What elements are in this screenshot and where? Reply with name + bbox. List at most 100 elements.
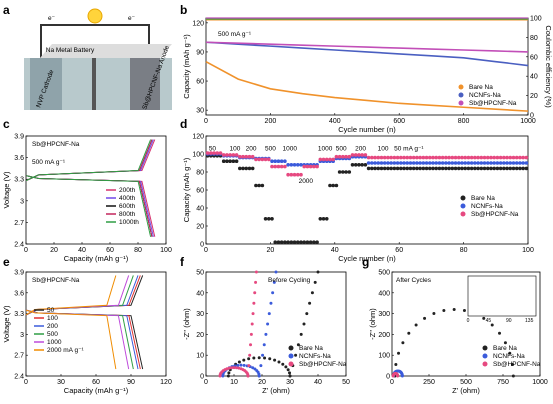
data-point-Bare Na bbox=[479, 166, 484, 171]
data-point-Sb@HPCNF-Na bbox=[376, 155, 381, 160]
data-point-NCNFs-Na bbox=[437, 161, 442, 165]
data-point-NCNFs-Na bbox=[424, 161, 429, 165]
panel-letter-b: b bbox=[180, 3, 187, 17]
x-tick-label-d: 40 bbox=[331, 247, 339, 254]
data-point-Bare Na bbox=[296, 343, 300, 347]
data-point-NCNFs-Na bbox=[502, 161, 506, 165]
data-point-Bare Na bbox=[347, 170, 352, 174]
legend-entry-b: NCNFs-Na bbox=[469, 92, 501, 99]
data-point-Bare Na bbox=[350, 163, 355, 167]
y-tick-label-g: 500 bbox=[378, 270, 390, 277]
data-point-NCNFs-Na bbox=[505, 161, 509, 165]
data-point-Bare Na bbox=[376, 166, 381, 171]
data-point-Bare Na bbox=[444, 166, 448, 171]
data-point-Sb@HPCNF-Na bbox=[247, 364, 251, 368]
x-tick-label-f: 10 bbox=[230, 379, 238, 386]
data-point-Bare Na bbox=[370, 166, 374, 171]
data-point-Bare Na bbox=[508, 166, 513, 171]
data-point-Bare Na bbox=[437, 166, 442, 171]
data-point-Bare Na bbox=[286, 240, 290, 244]
data-point-Sb@HPCNF-Na bbox=[254, 157, 258, 162]
y-tick-label-g: 400 bbox=[378, 290, 390, 297]
plot-frame-c bbox=[25, 135, 167, 245]
data-point-Sb@HPCNF-Na bbox=[447, 155, 451, 160]
legend-swatch-f bbox=[288, 361, 294, 367]
data-point-NCNFs-Na bbox=[508, 161, 513, 165]
data-point-NCNFs-Na bbox=[473, 161, 477, 165]
discharge-curve-c bbox=[25, 175, 156, 237]
data-point-NCNFs-Na bbox=[482, 161, 487, 165]
data-point-Sb@HPCNF-Na bbox=[257, 157, 261, 162]
data-point-Bare Na bbox=[379, 166, 384, 171]
legend-entry-c: 400th bbox=[119, 195, 136, 202]
data-point-Sb@HPCNF-Na bbox=[382, 155, 387, 160]
legend-entry-e: 1000 bbox=[47, 339, 62, 346]
rate-label-d: 200 bbox=[246, 145, 257, 152]
data-point-Sb@HPCNF-Na bbox=[241, 154, 245, 159]
legend-entry-b: Sb@HPCNF-Na bbox=[469, 100, 517, 107]
discharge-curve-c bbox=[25, 175, 152, 237]
data-point-Sb@HPCNF-Na bbox=[299, 172, 303, 177]
data-point-Bare Na bbox=[295, 240, 300, 244]
data-point-Bare Na bbox=[227, 371, 231, 375]
data-point-NCNFs-Na bbox=[402, 161, 406, 165]
data-point-Bare Na bbox=[283, 240, 287, 244]
data-point-NCNFs-Na bbox=[379, 161, 384, 165]
data-point-Sb@HPCNF-Na bbox=[253, 291, 257, 295]
data-point-Sb@HPCNF-Na bbox=[215, 151, 220, 155]
data-point-NCNFs-Na bbox=[395, 161, 400, 165]
x-tick-label-e: 90 bbox=[127, 379, 135, 386]
data-point-NCNFs-Na bbox=[415, 161, 419, 165]
x-axis-label-g: Z' (ohm) bbox=[452, 386, 480, 395]
data-point-NCNFs-Na bbox=[267, 312, 271, 316]
data-point-Sb@HPCNF-Na bbox=[379, 155, 384, 160]
data-point-NCNFs-Na bbox=[272, 280, 276, 284]
data-point-NCNFs-Na bbox=[262, 343, 266, 347]
rate-label-d: 500 bbox=[336, 145, 347, 152]
data-point-Bare Na bbox=[250, 166, 255, 171]
data-point-NCNFs-Na bbox=[463, 161, 468, 165]
data-point-NCNFs-Na bbox=[492, 161, 496, 165]
panel-letter-d: d bbox=[180, 117, 187, 131]
data-point-NCNFs-Na bbox=[399, 161, 403, 165]
y2-tick-label-b: 100 bbox=[530, 16, 542, 23]
data-point-Bare Na bbox=[238, 166, 242, 171]
data-point-Sb@HPCNF-Na bbox=[246, 374, 250, 378]
data-point-Bare Na bbox=[292, 240, 297, 244]
data-point-Sb@HPCNF-Na bbox=[344, 154, 348, 159]
x-axis-label-d: Cycle number (n) bbox=[338, 254, 396, 263]
rate-label-d: 100 bbox=[230, 145, 241, 152]
y-tick-label-d: 40 bbox=[196, 206, 204, 213]
data-point-Sb@HPCNF-Na bbox=[347, 154, 352, 159]
legend-entry-e: 100 bbox=[47, 315, 58, 322]
data-point-Sb@HPCNF-Na bbox=[363, 153, 368, 157]
data-point-Sb@HPCNF-Na bbox=[473, 155, 477, 160]
data-point-Sb@HPCNF-Na bbox=[234, 153, 239, 157]
data-point-Bare Na bbox=[225, 159, 229, 163]
data-point-Bare Na bbox=[414, 323, 418, 327]
battery-schematic: e⁻ e⁻ Na Metal Battery NVP Cathode Sb@HP… bbox=[24, 8, 172, 111]
data-point-NCNFs-Na bbox=[370, 161, 374, 165]
data-point-NCNFs-Na bbox=[453, 161, 458, 165]
data-point-Bare Na bbox=[263, 217, 268, 221]
data-point-NCNFs-Na bbox=[431, 161, 435, 165]
annotation-b: 500 mA g⁻¹ bbox=[218, 31, 252, 38]
y-tick-label-b: 120 bbox=[192, 20, 204, 27]
data-point-Sb@HPCNF-Na bbox=[476, 155, 480, 160]
data-point-Bare Na bbox=[273, 240, 278, 244]
y-tick-label-d: 100 bbox=[192, 152, 204, 159]
data-point-Bare Na bbox=[386, 166, 390, 171]
data-point-Bare Na bbox=[315, 240, 319, 244]
charge-curve-c bbox=[25, 139, 152, 182]
schematic-title: Na Metal Battery bbox=[46, 47, 95, 54]
data-point-Sb@HPCNF-Na bbox=[450, 155, 455, 160]
annotation-c: 500 mA g⁻¹ bbox=[32, 159, 66, 166]
data-point-Sb@HPCNF-Na bbox=[221, 153, 226, 157]
data-point-NCNFs-Na bbox=[479, 161, 484, 165]
data-point-Sb@HPCNF-Na bbox=[402, 155, 406, 160]
x-tick-label-d: 100 bbox=[522, 247, 534, 254]
data-point-NCNFs-Na bbox=[271, 291, 275, 295]
data-point-Bare Na bbox=[252, 356, 256, 360]
data-point-Bare Na bbox=[524, 166, 529, 171]
data-point-Sb@HPCNF-Na bbox=[315, 164, 319, 169]
